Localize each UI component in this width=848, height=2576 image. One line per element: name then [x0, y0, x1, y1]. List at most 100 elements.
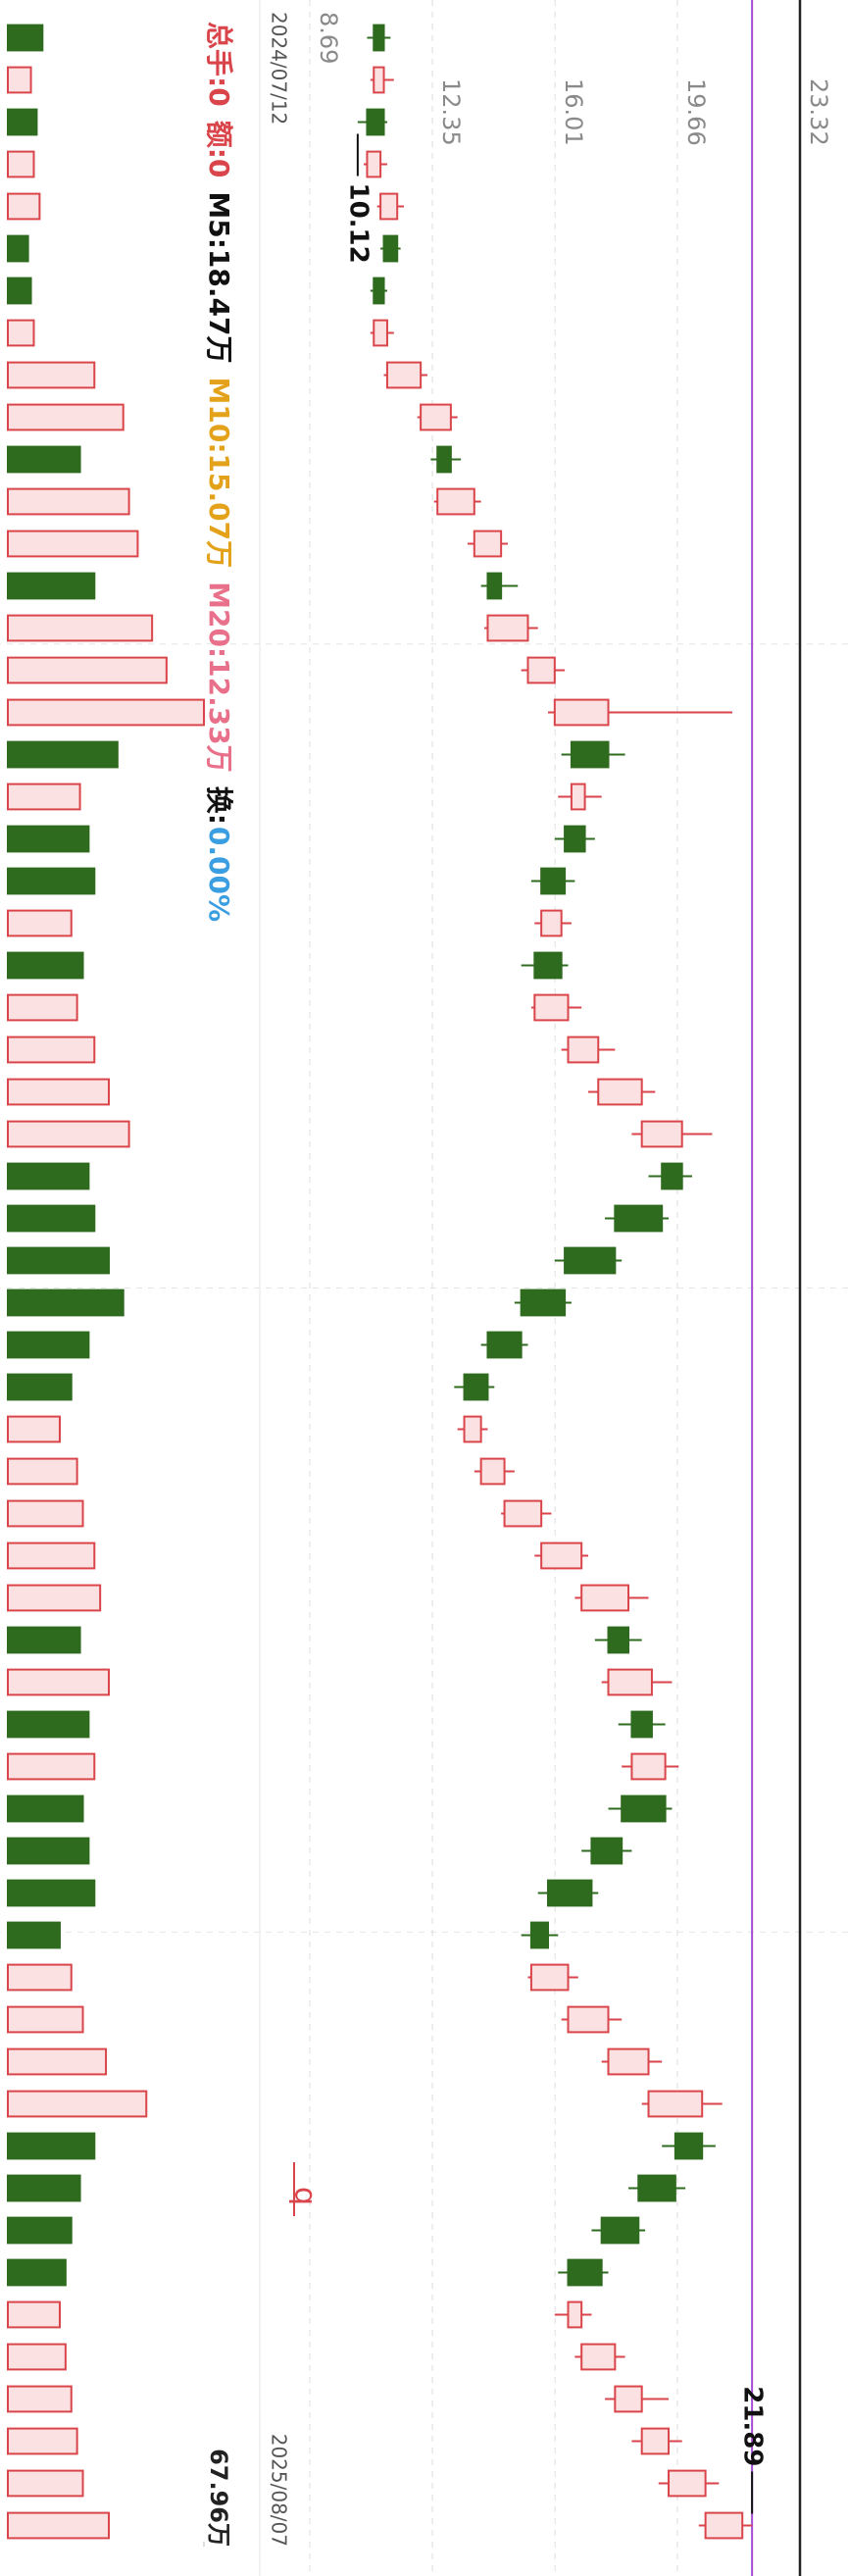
candle-body	[486, 572, 503, 600]
volume-bar	[6, 1963, 73, 1992]
indicator: M20:12.33万	[203, 581, 235, 773]
volume-bar	[7, 867, 96, 895]
volume-bar	[7, 530, 139, 558]
icon-text: q	[288, 2187, 323, 2205]
candle-body	[607, 1668, 653, 1696]
volume-bar	[7, 2132, 96, 2160]
volume-bar	[7, 403, 125, 431]
volume-bar	[7, 2511, 111, 2540]
candle-body	[630, 1710, 653, 1739]
volume-bar	[7, 1331, 90, 1359]
volume-bar	[7, 825, 90, 853]
volume-bar	[6, 1373, 73, 1401]
candle-body	[597, 1078, 643, 1106]
volume-bar	[7, 698, 205, 727]
candle-body	[546, 1879, 593, 1907]
indicator: 0.00%	[203, 827, 235, 922]
max-label: 21.89	[738, 2386, 768, 2466]
volume-bar	[6, 150, 35, 178]
indicator: 换:	[203, 786, 235, 825]
candle-body	[503, 1499, 543, 1528]
candle-body	[379, 192, 399, 221]
volume-bar	[7, 1162, 90, 1190]
candle-body	[473, 530, 503, 558]
volume-bar	[7, 1879, 96, 1907]
candle-body	[704, 2511, 744, 2540]
candle-body	[607, 2047, 650, 2076]
volume-bar	[7, 951, 84, 980]
candle-body	[540, 867, 567, 895]
volume-bar	[7, 66, 32, 94]
candle-body	[553, 698, 610, 727]
candle-body	[661, 1162, 683, 1190]
volume-bar	[7, 1499, 84, 1528]
volume-bar	[7, 1204, 96, 1233]
candle-body	[373, 24, 385, 52]
candle-body	[463, 1415, 482, 1443]
candle-body	[366, 108, 385, 136]
candle-body	[529, 1963, 570, 1992]
candle-body	[607, 1626, 630, 1654]
candle-body	[486, 1331, 523, 1359]
y-tick-label: 23.32	[805, 78, 832, 146]
candle-body	[567, 2005, 610, 2034]
volume-bar	[7, 1541, 96, 1570]
volume-bar	[7, 614, 154, 642]
candle-body	[533, 993, 570, 1022]
candle-body	[373, 277, 385, 305]
volume-bar	[7, 1246, 111, 1275]
candle-body	[614, 2385, 643, 2413]
volume-bar	[7, 1415, 61, 1443]
candle-body	[373, 66, 385, 94]
candle-body	[580, 1584, 630, 1612]
volume-bar	[7, 1710, 90, 1739]
min-label: 10.12	[343, 183, 373, 264]
volume-bar	[7, 2005, 84, 2034]
candle-body	[564, 1246, 617, 1275]
volume-bar	[7, 277, 32, 305]
candle-body	[526, 656, 556, 684]
indicator: M5:18.47万	[203, 191, 235, 363]
indicator: 总手:0	[203, 22, 235, 107]
volume-bar	[7, 1626, 81, 1654]
y-tick-label: 16.01	[560, 78, 587, 146]
volume-bar	[6, 1120, 130, 1148]
volume-bar	[6, 993, 78, 1022]
volume-bar	[6, 2047, 108, 2076]
volume-bar	[7, 572, 96, 600]
candle-body	[590, 1837, 624, 1865]
volume-bar	[7, 656, 168, 684]
volume-bar	[7, 445, 81, 474]
candle-body	[640, 1120, 683, 1148]
candle-body	[540, 1541, 583, 1570]
volume-bar	[7, 1078, 111, 1106]
candle-body	[668, 2469, 707, 2498]
candle-body	[564, 825, 586, 853]
volume-bar	[7, 1035, 96, 1064]
volume-bar	[6, 1457, 78, 1486]
candle-body	[533, 951, 563, 980]
candle-body	[647, 2090, 704, 2118]
volume-bar	[7, 1668, 111, 1696]
volume-bar	[6, 234, 29, 263]
volume-bar	[6, 2427, 78, 2455]
volume-bar	[6, 1584, 102, 1612]
volume-bar	[7, 361, 96, 389]
y-tick-label: 12.35	[437, 78, 465, 146]
candle-body	[540, 909, 563, 937]
candle-body	[567, 2300, 583, 2329]
volume-bar	[7, 2258, 67, 2287]
candle-body	[366, 150, 382, 178]
candle-body	[373, 319, 388, 347]
candle-body	[486, 614, 529, 642]
volume-bar	[7, 740, 119, 769]
candle-body	[436, 445, 452, 474]
candle-body	[570, 783, 586, 811]
volume-bar	[6, 487, 130, 516]
volume-bar	[7, 783, 81, 811]
volume-bar	[7, 1288, 125, 1317]
volume-bar	[6, 2385, 73, 2413]
